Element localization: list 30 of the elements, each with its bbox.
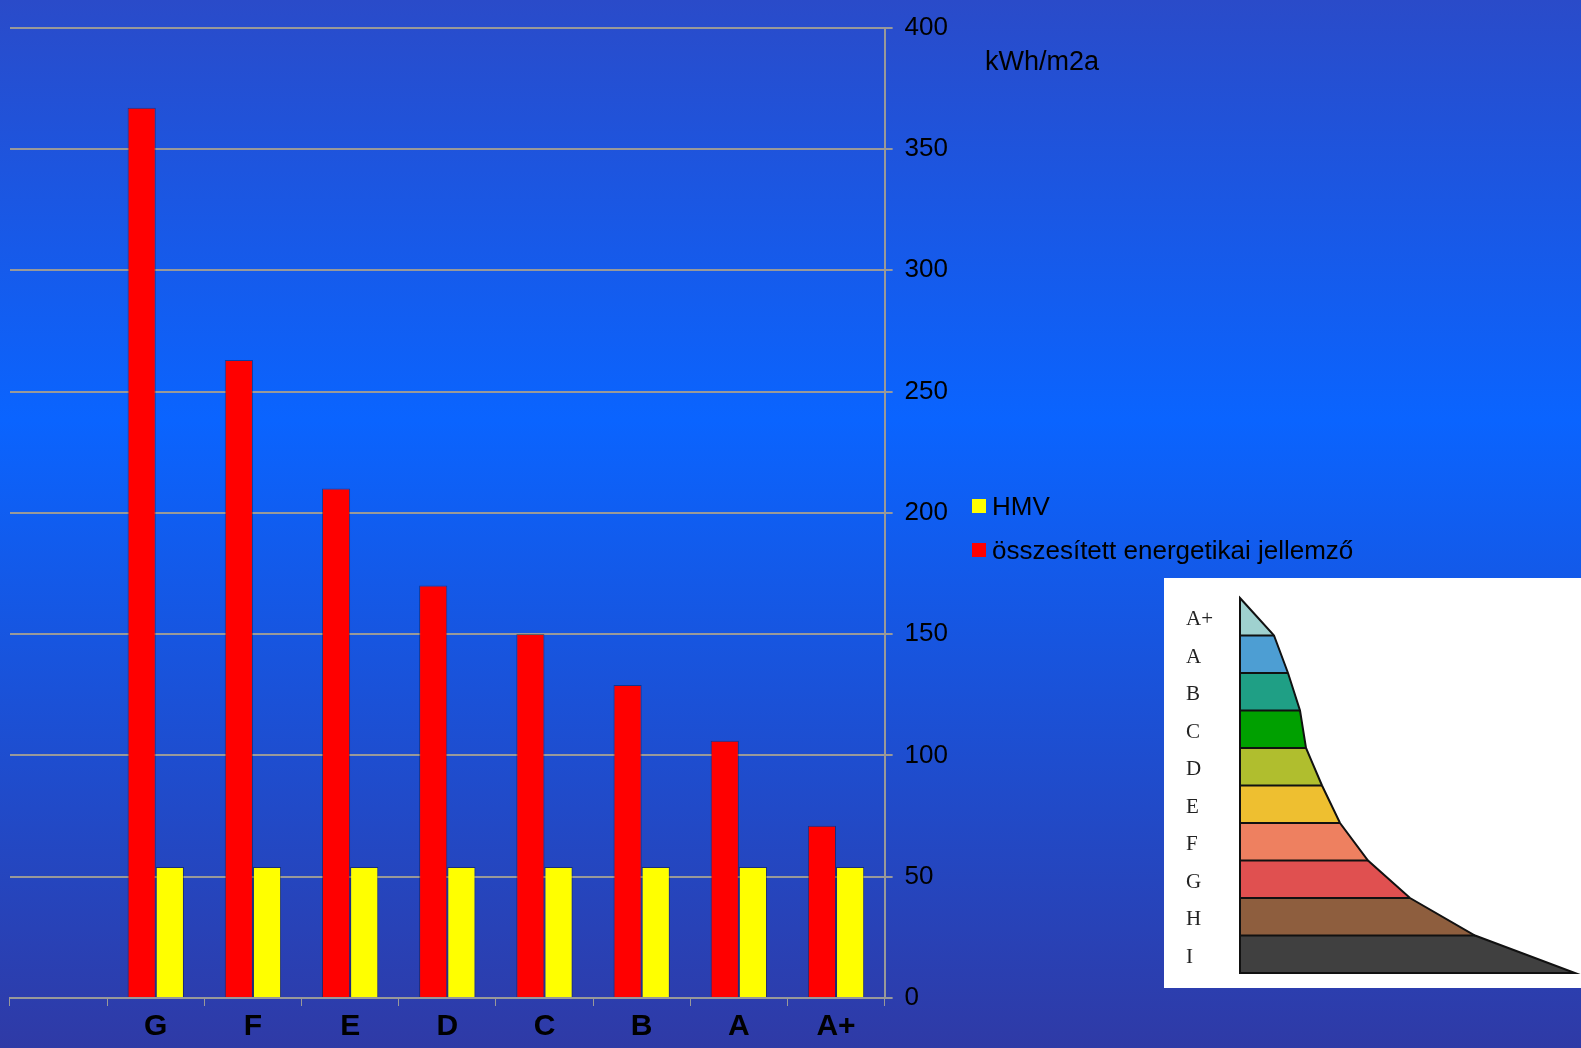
legend-label: összesített energetikai jellemző <box>992 534 1354 566</box>
y-axis-title: kWh/m2a <box>985 46 1100 77</box>
x-tick-label: G <box>144 1008 168 1042</box>
x-tick-label: A+ <box>816 1008 856 1042</box>
text: A <box>1186 643 1202 669</box>
text: D <box>1186 756 1202 781</box>
x-tick-label: F <box>243 1008 263 1042</box>
text: G <box>1186 868 1202 894</box>
y-tick-label: 200 <box>904 495 949 526</box>
x-tick-label: E <box>340 1008 361 1042</box>
legend-label: HMV <box>992 490 1050 522</box>
y-tick-label: 250 <box>904 374 949 405</box>
y-tick-label: 50 <box>904 859 934 890</box>
text: E <box>1186 793 1199 819</box>
text: B <box>1186 681 1201 706</box>
x-tick-label: D <box>436 1008 459 1042</box>
x-tick-label: C <box>533 1008 556 1042</box>
y-tick-label: 400 <box>904 10 949 41</box>
text: I <box>1186 943 1193 969</box>
x-tick-label: B <box>630 1008 653 1042</box>
y-tick-label: 0 <box>904 981 920 1012</box>
y-tick-label: 300 <box>904 253 949 284</box>
text: F <box>1186 831 1198 856</box>
y-tick-label: 100 <box>904 738 949 769</box>
text: C <box>1186 718 1201 744</box>
text: H <box>1186 906 1202 931</box>
x-tick-label: A <box>728 1008 750 1042</box>
y-tick-label: 350 <box>904 132 949 163</box>
y-tick-label: 150 <box>904 617 949 648</box>
text: A+ <box>1186 606 1214 631</box>
